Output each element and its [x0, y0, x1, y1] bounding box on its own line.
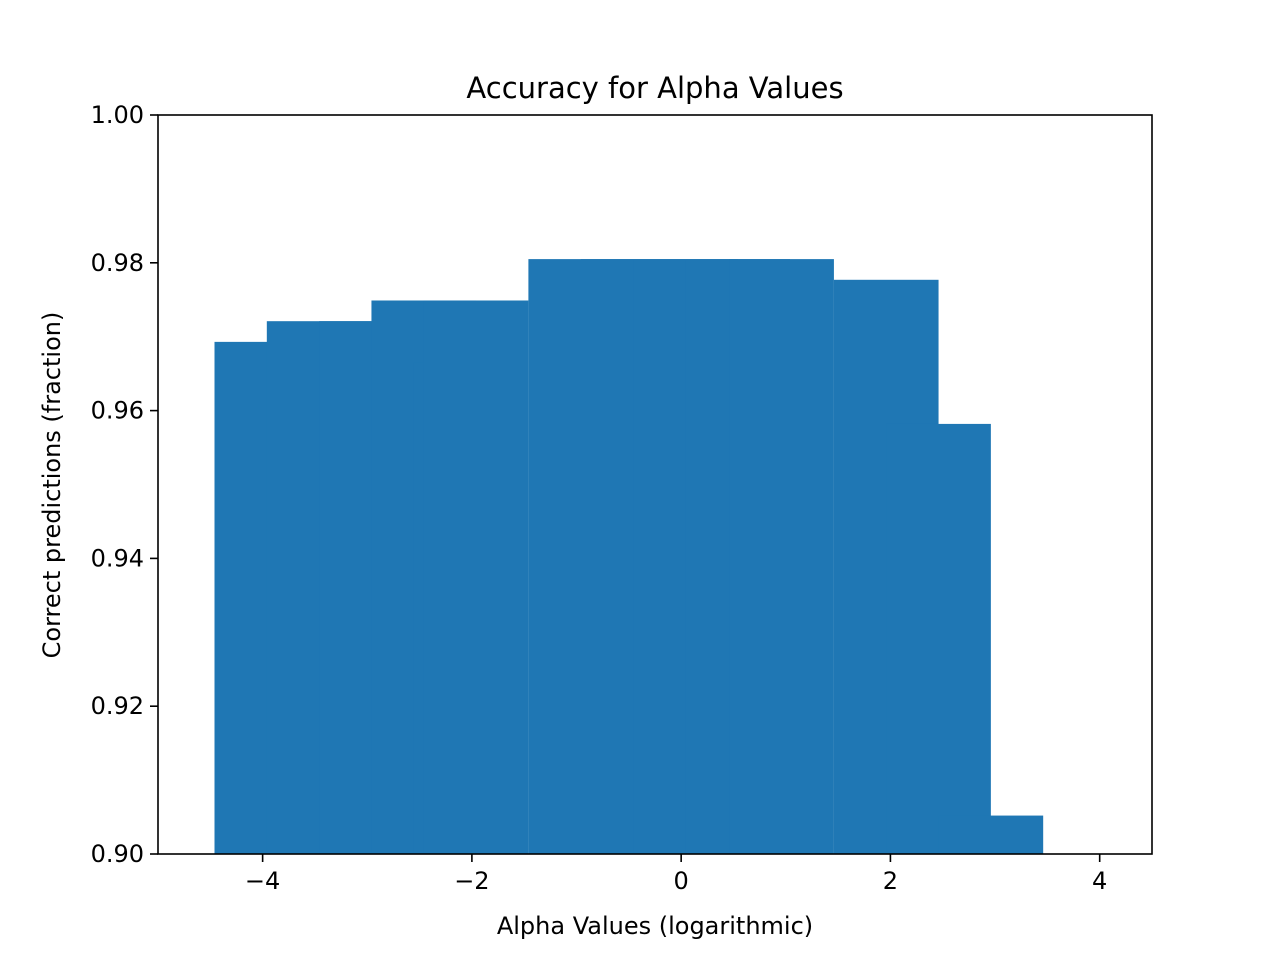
x-tick-label: 0	[674, 867, 689, 895]
x-tick-label: 4	[1092, 867, 1107, 895]
x-axis-label: Alpha Values (logarithmic)	[497, 912, 813, 940]
x-tick-label: −2	[454, 867, 489, 895]
y-axis-label: Correct predictions (fraction)	[38, 312, 66, 659]
y-tick-label: 0.92	[91, 692, 144, 720]
bar-5	[423, 300, 529, 854]
bar-13	[938, 815, 1044, 854]
bar-10	[729, 259, 834, 855]
y-tick-label: 0.96	[91, 397, 144, 425]
x-tick-label: −4	[245, 867, 280, 895]
axes-group: −4 −2 0 2 4 0.90 0.92 0.94 0.96 0.98 1.00	[91, 101, 1153, 895]
bar-12	[886, 423, 991, 854]
chart-title: Accuracy for Alpha Values	[466, 71, 843, 105]
y-tick-label: 1.00	[91, 101, 144, 129]
y-tick-label: 0.98	[91, 249, 144, 277]
x-tick-label: 2	[883, 867, 898, 895]
plot-frame	[157, 114, 1153, 855]
y-tick-label: 0.94	[91, 544, 144, 572]
bars-group	[214, 259, 1044, 855]
y-tick-label: 0.90	[91, 840, 144, 868]
